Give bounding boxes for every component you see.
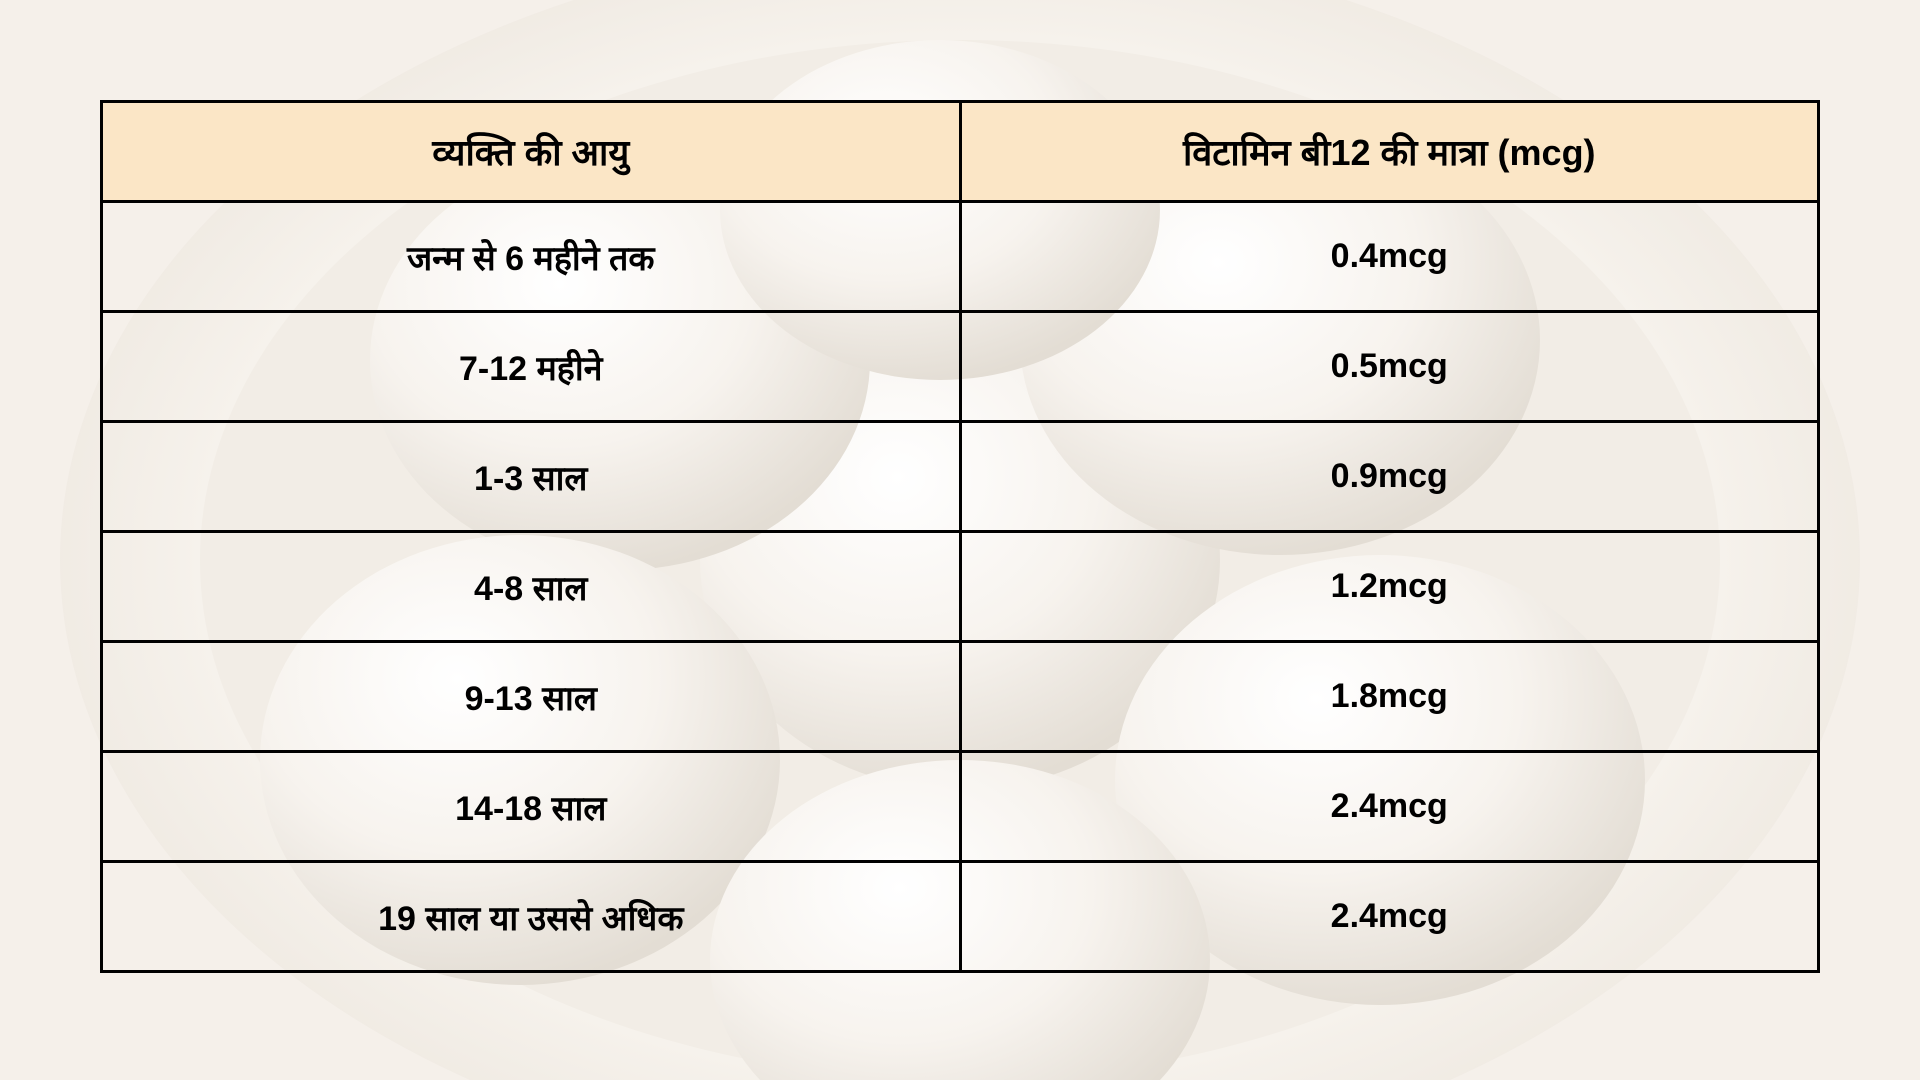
vitamin-b12-table: व्यक्ति की आयु विटामिन बी12 की मात्रा (m… xyxy=(100,100,1820,973)
cell-age: 7-12 महीने xyxy=(102,312,961,422)
table-header-row: व्यक्ति की आयु विटामिन बी12 की मात्रा (m… xyxy=(102,102,1819,202)
table-row: 14-18 साल2.4mcg xyxy=(102,752,1819,862)
col-age: व्यक्ति की आयु xyxy=(102,102,961,202)
table-row: 4-8 साल1.2mcg xyxy=(102,532,1819,642)
cell-amount: 2.4mcg xyxy=(960,862,1819,972)
cell-amount: 1.8mcg xyxy=(960,642,1819,752)
cell-amount: 0.5mcg xyxy=(960,312,1819,422)
table-row: 7-12 महीने0.5mcg xyxy=(102,312,1819,422)
table-row: 1-3 साल0.9mcg xyxy=(102,422,1819,532)
cell-age: 4-8 साल xyxy=(102,532,961,642)
table-row: 19 साल या उससे अधिक2.4mcg xyxy=(102,862,1819,972)
cell-amount: 0.4mcg xyxy=(960,202,1819,312)
cell-amount: 1.2mcg xyxy=(960,532,1819,642)
cell-age: 19 साल या उससे अधिक xyxy=(102,862,961,972)
cell-age: 14-18 साल xyxy=(102,752,961,862)
cell-age: 1-3 साल xyxy=(102,422,961,532)
cell-amount: 2.4mcg xyxy=(960,752,1819,862)
cell-age: जन्म से 6 महीने तक xyxy=(102,202,961,312)
col-amount: विटामिन बी12 की मात्रा (mcg) xyxy=(960,102,1819,202)
table-row: 9-13 साल1.8mcg xyxy=(102,642,1819,752)
cell-amount: 0.9mcg xyxy=(960,422,1819,532)
cell-age: 9-13 साल xyxy=(102,642,961,752)
table-row: जन्म से 6 महीने तक0.4mcg xyxy=(102,202,1819,312)
